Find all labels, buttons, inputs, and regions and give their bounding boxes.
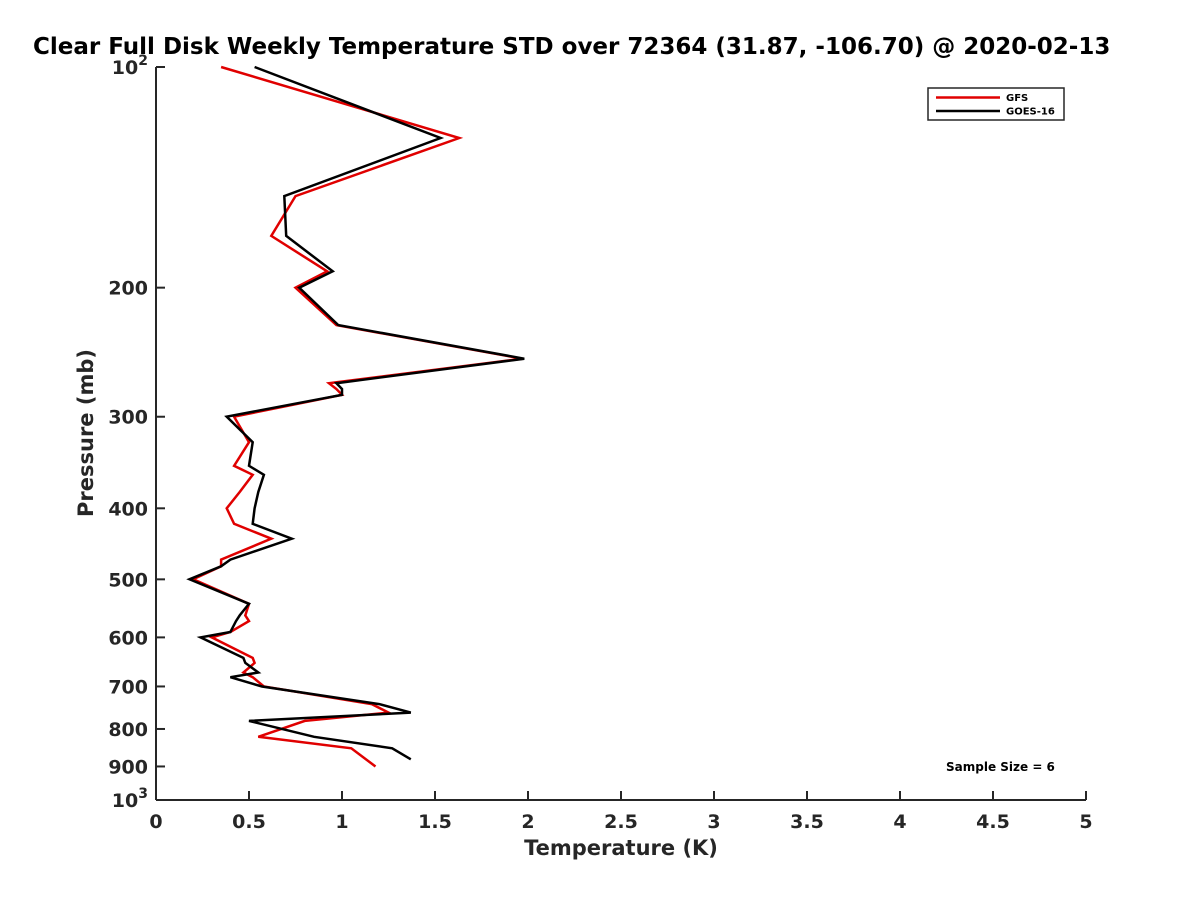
y-tick-label: 500: [108, 569, 148, 591]
x-tick-label: 5: [1079, 811, 1092, 833]
legend-label-goes16: GOES-16: [1006, 107, 1055, 118]
x-tick-label: 4.5: [976, 811, 1010, 833]
x-tick-label: 2: [521, 811, 534, 833]
x-axis-label: Temperature (K): [524, 836, 718, 860]
y-tick-label: 300: [108, 407, 148, 429]
y-tick-label: 200: [108, 278, 148, 300]
series-line-goes16: [186, 65, 525, 761]
x-ticks: 0 0.5 1 1.5 2 2.5 3 3.5 4 4.5 5: [149, 791, 1093, 833]
legend: GFS GOES-16: [927, 87, 1065, 121]
y-tick-label: 102: [112, 53, 148, 79]
x-tick-label: 3.5: [790, 811, 824, 833]
x-tick-label: 3: [707, 811, 720, 833]
x-tick-label: 0: [149, 811, 162, 833]
x-tick-label: 2.5: [604, 811, 638, 833]
chart-title: Clear Full Disk Weekly Temperature STD o…: [33, 34, 1110, 60]
legend-label-gfs: GFS: [1006, 93, 1028, 104]
y-tick-label: 800: [108, 719, 148, 741]
plot-area: 0 0.5 1 1.5 2 2.5 3 3.5 4 4.5 5 102 200 300 400 500 600…: [108, 53, 1092, 833]
x-tick-label: 1: [335, 811, 348, 833]
y-tick-label: 600: [108, 627, 148, 649]
y-tick-label: 103: [112, 786, 148, 812]
series-layer: [186, 65, 525, 768]
y-axis-label: Pressure (mb): [74, 349, 98, 517]
x-tick-label: 0.5: [232, 811, 266, 833]
x-tick-label: 4: [893, 811, 906, 833]
y-tick-label: 700: [108, 676, 148, 698]
x-tick-label: 1.5: [418, 811, 452, 833]
y-tick-label: 400: [108, 498, 148, 520]
y-ticks: 102 200 300 400 500 600 700 800 900 103: [108, 53, 165, 812]
sample-size-annotation: Sample Size = 6: [946, 760, 1055, 774]
y-tick-label: 900: [108, 756, 148, 778]
series-line-gfs: [190, 65, 523, 768]
legend-box: [927, 87, 1065, 121]
